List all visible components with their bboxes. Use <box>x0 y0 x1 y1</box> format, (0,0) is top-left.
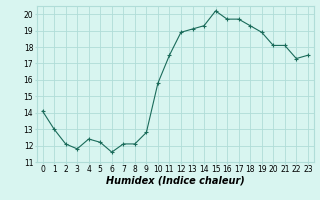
X-axis label: Humidex (Indice chaleur): Humidex (Indice chaleur) <box>106 176 244 186</box>
